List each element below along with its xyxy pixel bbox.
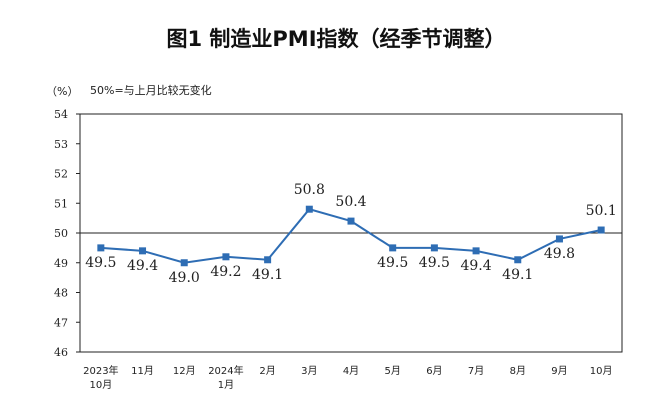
y-tick-label: 48 — [54, 287, 68, 300]
data-point — [222, 253, 230, 261]
x-tick-label: 4月 — [343, 365, 359, 377]
data-point — [347, 217, 355, 225]
data-label: 49.5 — [419, 255, 450, 271]
data-point — [430, 244, 438, 252]
data-point — [389, 244, 397, 252]
y-tick-label: 47 — [54, 316, 68, 329]
plot-area: 46 47 48 49 50 51 52 53 54 2023年 10月 11月 12月 2024年 1月 2… — [54, 108, 623, 391]
x-tick-label: 2024年 — [208, 364, 243, 377]
data-point — [180, 259, 188, 267]
data-point — [514, 256, 522, 264]
reference-note: 50%=与上月比较无变化 — [90, 83, 212, 97]
y-tick-label: 49 — [54, 257, 68, 270]
x-tick-label: 9月 — [551, 365, 567, 377]
series-line — [100, 208, 602, 264]
data-label: 50.4 — [335, 194, 366, 210]
data-point — [305, 205, 313, 213]
y-tick-label: 50 — [54, 227, 68, 240]
x-tick-label: 6月 — [426, 365, 442, 377]
data-label: 49.4 — [460, 258, 491, 274]
y-tick-label: 51 — [54, 197, 68, 210]
x-tick-label: 1月 — [218, 379, 234, 391]
data-point — [139, 247, 147, 255]
x-tick-label: 12月 — [173, 365, 196, 377]
x-tick-label: 10月 — [89, 379, 112, 391]
data-label: 49.5 — [85, 255, 116, 271]
x-tick-label: 8月 — [510, 365, 526, 377]
data-label: 49.4 — [127, 258, 158, 274]
y-unit-label: （%） — [46, 85, 78, 98]
data-label: 50.8 — [294, 182, 325, 198]
data-point — [597, 226, 605, 234]
data-label: 49.8 — [544, 246, 575, 262]
x-tick-label: 10月 — [590, 365, 613, 377]
x-tick-label: 11月 — [131, 365, 154, 377]
x-tick-label: 5月 — [385, 365, 401, 377]
data-label: 50.1 — [586, 203, 617, 219]
y-tick-label: 53 — [54, 138, 68, 151]
chart-title: 图1 制造业PMI指数（经季节调整） — [166, 27, 505, 51]
data-label: 49.0 — [169, 270, 200, 286]
x-tick-label: 2023年 — [83, 364, 118, 377]
data-point — [97, 244, 105, 252]
data-point — [555, 235, 563, 243]
y-tick-label: 54 — [54, 108, 68, 121]
y-tick-label: 46 — [54, 346, 68, 359]
data-label: 49.2 — [210, 264, 241, 280]
x-tick-label: 7月 — [468, 365, 484, 377]
data-point — [472, 247, 480, 255]
data-label: 49.1 — [502, 267, 533, 283]
data-point — [264, 256, 272, 264]
x-tick-label: 2月 — [259, 365, 275, 377]
data-label: 49.5 — [377, 255, 408, 271]
data-label: 49.1 — [252, 267, 283, 283]
y-tick-label: 52 — [54, 168, 68, 181]
x-tick-label: 3月 — [301, 365, 317, 377]
